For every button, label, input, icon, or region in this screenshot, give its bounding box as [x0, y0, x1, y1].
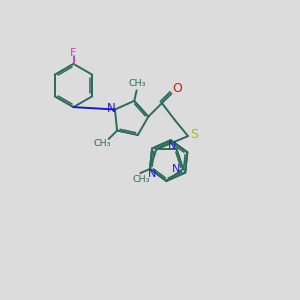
Text: N: N — [107, 101, 116, 115]
Text: S: S — [190, 128, 199, 141]
Text: CH₃: CH₃ — [93, 139, 111, 148]
Text: N: N — [168, 141, 176, 151]
Text: CH₃: CH₃ — [133, 175, 150, 184]
Text: F: F — [70, 47, 77, 58]
Text: CH₃: CH₃ — [128, 79, 146, 88]
Text: O: O — [172, 82, 182, 94]
Text: N: N — [148, 169, 157, 179]
Text: N: N — [172, 164, 181, 175]
